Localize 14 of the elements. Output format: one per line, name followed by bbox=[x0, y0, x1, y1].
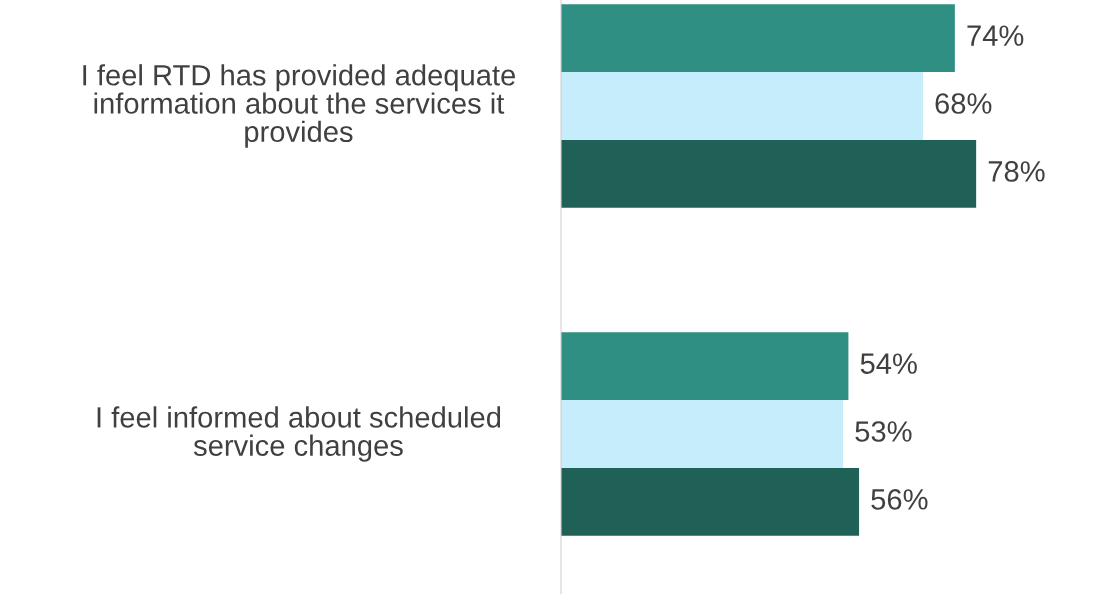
bar bbox=[561, 139, 977, 208]
bar bbox=[561, 72, 923, 140]
data-label: 68% bbox=[935, 93, 992, 114]
data-label: 78% bbox=[988, 161, 1045, 182]
bar bbox=[561, 467, 860, 536]
bar bbox=[561, 400, 844, 468]
y-tick-label: I feel informed about scheduled service changes bbox=[97, 406, 501, 462]
y-tick-label: I feel RTD has provided adequate information about the services it provides bbox=[83, 64, 515, 148]
data-label: 56% bbox=[871, 489, 928, 510]
data-label: 54% bbox=[860, 353, 917, 374]
bar bbox=[561, 332, 849, 401]
bar bbox=[561, 4, 955, 73]
data-label: 74% bbox=[967, 25, 1024, 46]
data-label: 53% bbox=[855, 421, 912, 442]
